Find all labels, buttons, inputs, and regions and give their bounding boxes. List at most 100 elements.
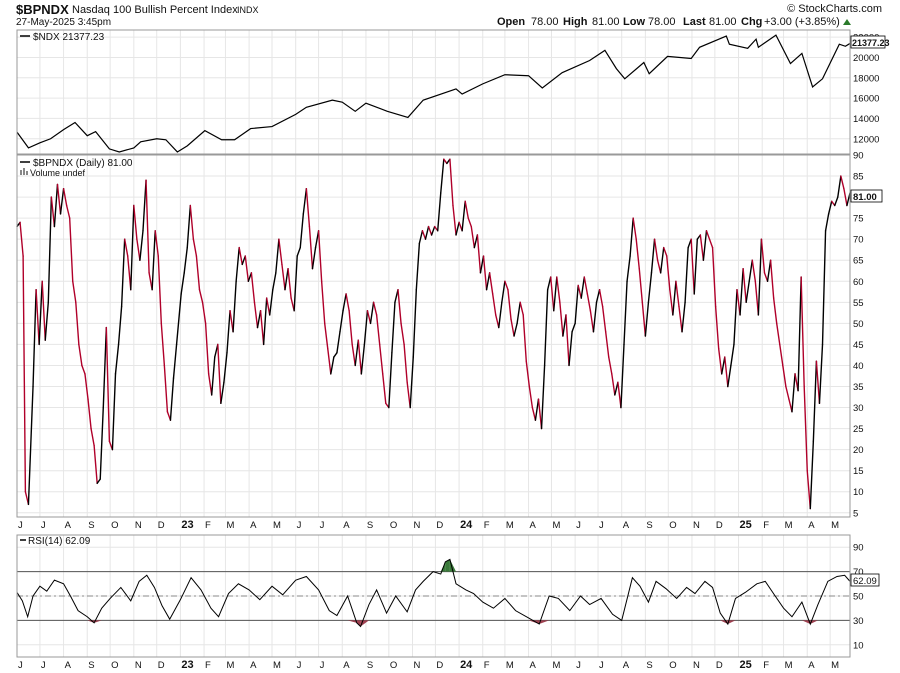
bpndx-series-segment (397, 288, 402, 325)
bpndx-series-segment (217, 343, 222, 405)
bpndx-series-segment (724, 356, 729, 388)
bpndx-series-segment (678, 305, 683, 333)
bpndx-series-segment (19, 221, 24, 257)
bpndx-series-segment (87, 398, 92, 430)
bpndx-series-segment (317, 230, 323, 282)
bpndx-series-segment (666, 255, 671, 291)
xtick-label-main: N (693, 520, 700, 531)
bpndx-series-segment (305, 187, 311, 228)
bpndx-series-segment (27, 385, 34, 506)
bpndx-series-segment (418, 230, 424, 245)
bpndx-series-segment (684, 246, 689, 304)
bpndx-series-segment (342, 293, 347, 312)
bpndx-series-segment (830, 200, 836, 207)
bpndx-series-segment (470, 225, 476, 249)
high-value: 81.00 (592, 16, 620, 28)
bpndx-series-segment (675, 280, 680, 308)
ytick-label-overlay: 20000 (853, 53, 879, 64)
bpndx-series-segment (296, 246, 301, 257)
bpndx-series-segment (320, 280, 326, 325)
bpndx-series-segment (99, 406, 104, 480)
bpndx-series-segment (388, 352, 393, 409)
rsi-series-line (16, 558, 851, 628)
low-value: 78.00 (648, 16, 676, 28)
bpndx-series-segment (220, 381, 225, 405)
xtick-label-rsi: A (65, 660, 72, 671)
ytick-label-main: 10 (853, 487, 864, 498)
bpndx-series-segment (464, 200, 469, 219)
bpndx-series-segment (455, 221, 460, 236)
bpndx-series-segment (834, 196, 839, 207)
bpndx-series-segment (693, 238, 698, 295)
bpndx-series-segment (308, 225, 314, 270)
bpndx-series-segment (232, 280, 237, 333)
ytick-label-main: 40 (853, 361, 864, 372)
ytick-label-overlay: 16000 (853, 94, 879, 105)
bpndx-series-segment (357, 339, 363, 375)
bpndx-series-segment (90, 427, 95, 447)
bpndx-series-segment (782, 364, 787, 388)
xtick-label-rsi: D (158, 660, 165, 671)
series-layer (16, 34, 851, 628)
bpndx-series-segment (278, 238, 283, 266)
panel-frames (16, 29, 851, 658)
bpndx-series-segment (614, 381, 619, 396)
bpndx-series-segment (592, 301, 598, 333)
bpndx-series-segment (498, 301, 503, 329)
bpndx-series-segment (421, 230, 427, 240)
bpndx-series-segment (461, 200, 466, 232)
bpndx-series-segment (281, 263, 286, 291)
bpndx-series-segment (595, 288, 601, 304)
bpndx-series-segment (142, 179, 147, 232)
bpndx-series-segment (363, 310, 369, 346)
xtick-label-main: A (343, 520, 350, 531)
ytick-label-overlay: 14000 (853, 114, 879, 125)
xtick-label-rsi: M (506, 660, 514, 671)
bpndx-series-segment (571, 322, 576, 333)
bpndx-series-segment (476, 234, 482, 274)
ytick-label-main: 25 (853, 424, 864, 435)
bpndx-series-segment (336, 331, 341, 354)
bpndx-series-segment (235, 246, 240, 282)
bpndx-series-segment (562, 314, 567, 337)
bpndx-series-segment (412, 288, 418, 358)
bpndx-series-segment (351, 343, 356, 367)
bpndx-series-segment (253, 301, 259, 329)
chg-value: +3.00 (+3.85%) (764, 16, 840, 28)
bpndx-series-segment (163, 364, 169, 413)
bpndx-series-segment (378, 343, 384, 375)
bpndx-series-segment (559, 301, 564, 337)
bpndx-series-segment (78, 343, 83, 367)
bpndx-series-segment (323, 322, 329, 350)
bpndx-series-segment (580, 276, 585, 299)
xtick-label-rsi: S (646, 660, 652, 671)
bpndx-series-segment (699, 234, 705, 261)
bpndx-series-segment (534, 398, 540, 421)
bpndx-series-segment (189, 204, 195, 240)
bpndx-series-segment (659, 246, 665, 274)
xtick-label-rsi: A (808, 660, 815, 671)
bpndx-series-segment (195, 255, 201, 291)
bpndx-series-segment (175, 293, 182, 346)
xtick-label-main: J (18, 520, 23, 531)
bpndx-series-segment (111, 373, 117, 451)
bpndx-series-segment (136, 238, 141, 261)
bpndx-series-segment (22, 255, 27, 493)
bpndx-series-segment (513, 322, 518, 337)
xtick-label-main: A (530, 520, 537, 531)
xtick-label-main: M (506, 520, 514, 531)
xtick-label-main: 24 (460, 519, 473, 531)
xtick-label-main: F (763, 520, 769, 531)
bpndx-series-segment (721, 356, 726, 375)
bpndx-series-segment (47, 196, 53, 304)
bpndx-series-segment (815, 360, 821, 405)
xtick-label-main: J (297, 520, 302, 531)
xtick-label-rsi: 23 (181, 659, 193, 671)
bpndx-series-segment (68, 217, 74, 282)
bpndx-series-segment (256, 310, 262, 329)
xtick-label-rsi: A (530, 660, 537, 671)
xtick-label-rsi: A (250, 660, 257, 671)
bpndx-series-segment (568, 331, 573, 367)
xtick-label-main: M (831, 520, 839, 531)
ytick-label-overlay: 18000 (853, 73, 879, 84)
